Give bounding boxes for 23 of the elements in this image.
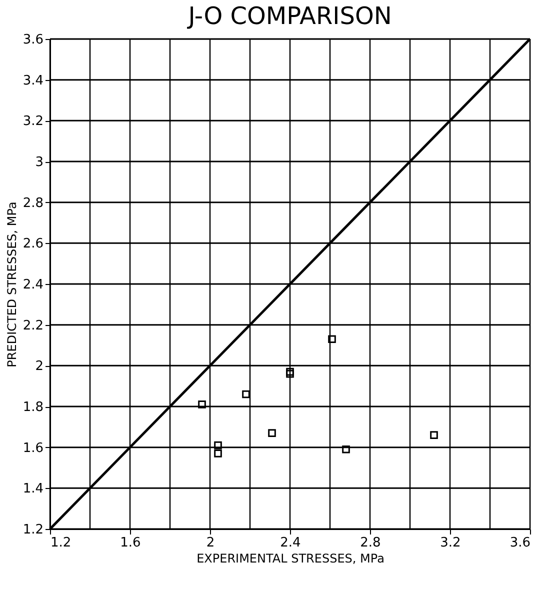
y-tick-label: 3.6 bbox=[22, 32, 44, 48]
x-tick-label: 3.2 bbox=[440, 536, 461, 550]
y-tick-label: 1.4 bbox=[22, 482, 44, 497]
x-tick-label: 1.2 bbox=[50, 536, 72, 550]
y-tick-label: 2.6 bbox=[22, 236, 44, 252]
y-axis-title: PREDICTED STRESSES, MPa bbox=[4, 202, 19, 368]
y-tick-label: 1.2 bbox=[22, 522, 44, 538]
x-tick-label: 3.6 bbox=[510, 536, 530, 550]
y-tick-label: 2.4 bbox=[22, 278, 44, 292]
y-tick-label: 1.6 bbox=[22, 440, 44, 456]
y-tick-label: 2.8 bbox=[22, 196, 44, 211]
y-tick-label: 3.2 bbox=[22, 114, 44, 130]
chart-title: J-O COMPARISON bbox=[186, 2, 392, 30]
y-tick-label: 3.4 bbox=[22, 73, 44, 88]
y-tick-label: 2.2 bbox=[22, 318, 44, 334]
y-tick-label: 1.8 bbox=[22, 400, 44, 415]
x-tick-label: 2 bbox=[206, 536, 215, 550]
y-tick-label: 3 bbox=[35, 155, 44, 170]
y-tick-label: 2 bbox=[35, 359, 44, 374]
x-tick-label: 1.6 bbox=[120, 536, 141, 550]
x-axis-title: EXPERIMENTAL STRESSES, MPa bbox=[196, 552, 384, 566]
x-tick-label: 2.8 bbox=[360, 536, 381, 550]
x-tick-label: 2.4 bbox=[280, 536, 301, 550]
